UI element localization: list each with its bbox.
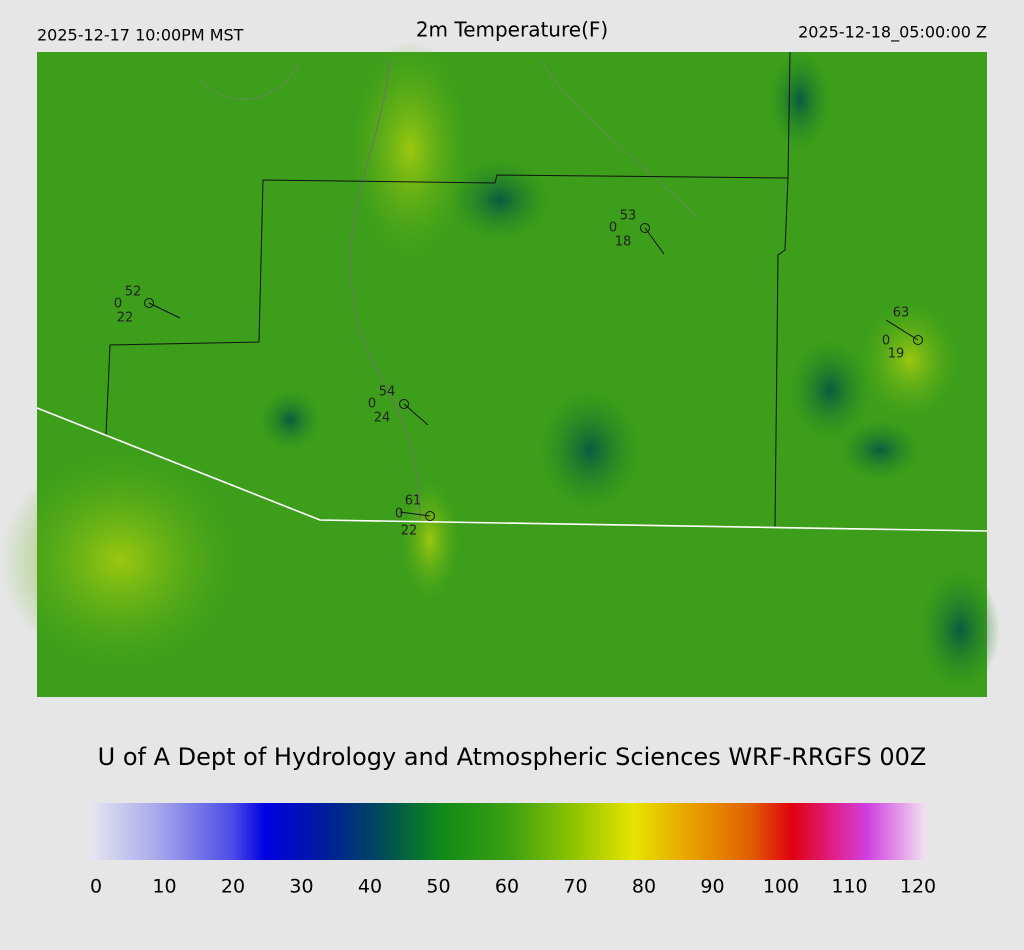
- temperature: 63: [893, 306, 910, 321]
- station-circle: [399, 399, 409, 409]
- cool-area: [260, 390, 320, 450]
- cool-area: [790, 340, 870, 440]
- temperature: 52: [125, 285, 142, 300]
- dewpoint: 22: [401, 524, 418, 539]
- credit: U of A Dept of Hydrology and Atmospheric…: [98, 743, 927, 771]
- colorbar-tick-label: 0: [90, 876, 102, 898]
- warm-area: [350, 40, 470, 260]
- map: [0, 40, 1000, 697]
- warm-area: [860, 300, 960, 420]
- valid-local: 2025-12-17 10:00PM MST: [37, 26, 244, 45]
- valid-utc: 2025-12-18_05:00:00 Z: [798, 23, 987, 43]
- colorbar-tick-label: 30: [289, 876, 313, 898]
- dewpoint: 24: [374, 411, 391, 426]
- temperature: 54: [379, 385, 396, 400]
- station-circle: [913, 335, 923, 345]
- colorbar-tick-label: 80: [632, 876, 656, 898]
- station-circle: [640, 223, 650, 233]
- colorbar-tick-label: 40: [358, 876, 382, 898]
- wind-barb: [644, 227, 665, 255]
- dewpoint: 19: [888, 347, 905, 362]
- wind-barb: [885, 319, 919, 341]
- colorbar: [90, 803, 926, 860]
- colorbar-tick-label: 110: [831, 876, 867, 898]
- cloud-cover: 0: [882, 334, 890, 349]
- cloud-cover: 0: [395, 507, 403, 522]
- map-title: 2m Temperature(F): [416, 18, 608, 42]
- dewpoint: 18: [615, 235, 632, 250]
- cool-area: [540, 390, 640, 510]
- cool-area: [920, 570, 1000, 690]
- cloud-cover: 0: [368, 397, 376, 412]
- colorbar-tick-label: 60: [495, 876, 519, 898]
- colorbar-tick-label: 50: [426, 876, 450, 898]
- cloud-cover: 0: [609, 221, 617, 236]
- county-border: [105, 51, 791, 529]
- station-circle: [425, 511, 435, 521]
- colorbar-tick-label: 100: [763, 876, 799, 898]
- warm-area: [0, 450, 240, 670]
- colorbar-tick-label: 120: [900, 876, 936, 898]
- dewpoint: 22: [117, 311, 134, 326]
- contour: [199, 59, 701, 221]
- cool-area: [840, 420, 920, 480]
- warm-area: [400, 480, 460, 600]
- colorbar-tick-label: 20: [221, 876, 245, 898]
- wind-barb: [148, 302, 181, 319]
- contour: [349, 59, 421, 521]
- wind-barb: [399, 511, 431, 517]
- cloud-cover: 0: [114, 297, 122, 312]
- colorbar-tick-label: 70: [563, 876, 587, 898]
- colorbar-tick-label: 90: [700, 876, 724, 898]
- wind-barb: [403, 403, 429, 426]
- cool-area: [770, 50, 830, 150]
- state-border: [36, 407, 988, 532]
- colorbar-tick-label: 10: [152, 876, 176, 898]
- temperature: 61: [405, 494, 422, 509]
- station-circle: [144, 298, 154, 308]
- cool-area: [450, 160, 550, 240]
- temperature: 53: [620, 209, 637, 224]
